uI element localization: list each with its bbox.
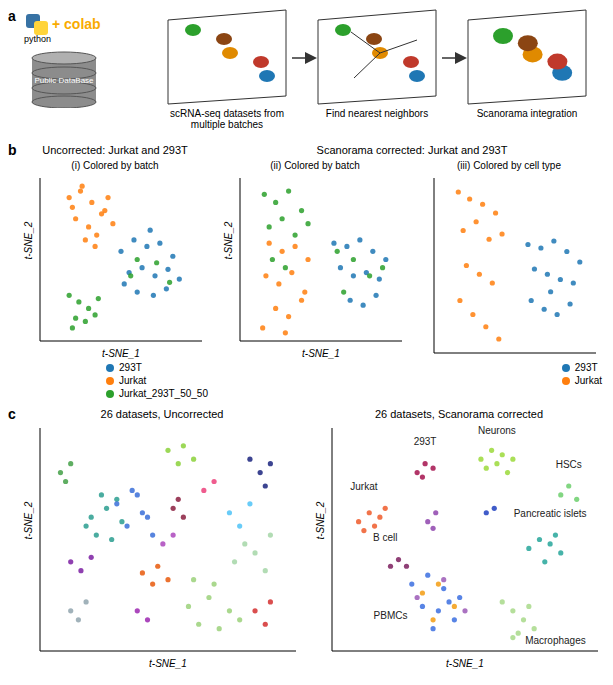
html-text:+ colab: + colab (52, 16, 101, 32)
svg-text:t-SNE_1: t-SNE_1 (302, 348, 340, 359)
html-text:c: c (8, 406, 16, 422)
html-text:293T: 293T (574, 362, 598, 373)
html-text:(ii) Colored by batch: (ii) Colored by batch (270, 160, 360, 171)
svg-text:Macrophages: Macrophages (525, 635, 586, 646)
html-text:a: a (8, 8, 16, 24)
svg-text:B cell: B cell (373, 532, 397, 543)
svg-text:Neurons: Neurons (478, 425, 516, 436)
svg-text:Pancreatic islets: Pancreatic islets (514, 508, 587, 519)
html-text:Scanorama corrected: Jurkat an: Scanorama corrected: Jurkat and 293T (316, 144, 508, 156)
svg-text:t-SNE_2: t-SNE_2 (23, 221, 34, 259)
html-text:26 datasets, Uncorrected: 26 datasets, Uncorrected (100, 408, 224, 420)
html-text:26 datasets, Scanorama correct: 26 datasets, Scanorama corrected (374, 408, 544, 420)
html-text:Uncorrected: Jurkat and 293T: Uncorrected: Jurkat and 293T (42, 144, 188, 156)
svg-text:HSCs: HSCs (556, 459, 582, 470)
html-text:293T: 293T (119, 362, 142, 373)
html-text:Jurkat: Jurkat (119, 375, 147, 386)
svg-text:t-SNE_2: t-SNE_2 (23, 501, 34, 539)
html-text:Scanorama integration: Scanorama integration (476, 108, 578, 119)
html-text:Jurkat: Jurkat (574, 375, 602, 386)
svg-text:t-SNE_2: t-SNE_2 (315, 501, 326, 539)
svg-text:t-SNE_1: t-SNE_1 (149, 658, 187, 669)
html-text:python: python (24, 34, 51, 44)
html-text:Jurkat_293T_50_50: Jurkat_293T_50_50 (119, 388, 208, 399)
html-text:(iii) Colored by cell type: (iii) Colored by cell type (457, 160, 561, 171)
svg-text:t-SNE_2: t-SNE_2 (223, 221, 234, 259)
html-text:scRNA-seq datasets from multip: scRNA-seq datasets from multiple batches (170, 108, 284, 130)
html-text:Find nearest neighbors: Find nearest neighbors (325, 108, 429, 119)
svg-text:PBMCs: PBMCs (374, 610, 408, 621)
svg-text:t-SNE_1: t-SNE_1 (446, 658, 484, 669)
svg-text:293T: 293T (414, 436, 437, 447)
svg-text:Jurkat: Jurkat (350, 481, 377, 492)
svg-text:t-SNE_1: t-SNE_1 (102, 348, 140, 359)
html-text:b: b (8, 142, 17, 158)
html-text:Public DataBase: Public DataBase (34, 76, 94, 85)
html-text:(i) Colored by batch: (i) Colored by batch (71, 160, 159, 171)
